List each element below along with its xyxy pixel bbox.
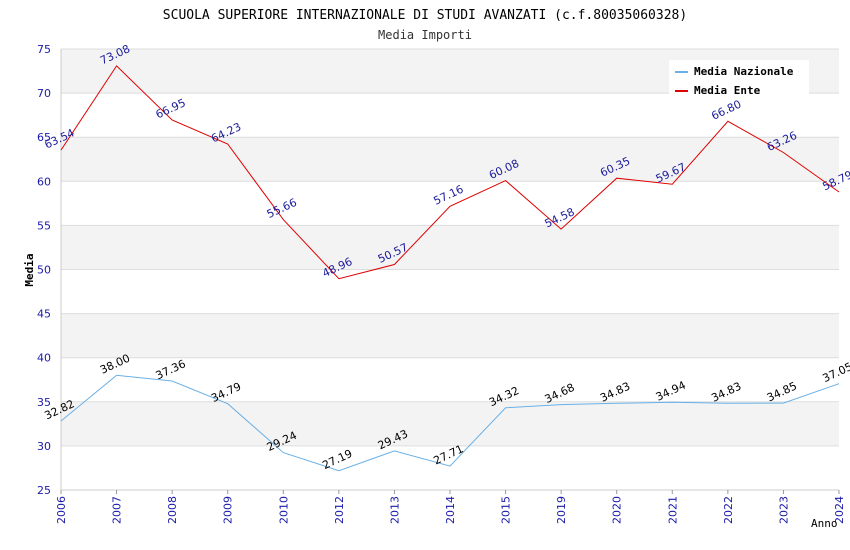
x-tick-label: 2010 xyxy=(277,496,290,524)
y-tick-label: 70 xyxy=(37,87,51,100)
y-tick-label: 55 xyxy=(37,219,51,232)
x-tick-label: 2012 xyxy=(333,496,346,524)
series-line-media-nazionale xyxy=(60,374,840,472)
plot-band xyxy=(61,225,839,270)
x-tick-label: 2015 xyxy=(500,496,513,524)
x-tick-label: 2013 xyxy=(388,496,401,524)
y-tick-label: 40 xyxy=(37,352,51,365)
x-tick-label: 2009 xyxy=(222,496,235,524)
y-axis-label: Media xyxy=(23,253,36,286)
legend-box xyxy=(669,60,809,98)
y-tick-label: 50 xyxy=(37,264,51,277)
x-tick-label: 2020 xyxy=(611,496,624,524)
x-tick-label: 2021 xyxy=(666,496,679,524)
y-tick-label: 25 xyxy=(37,484,51,497)
y-tick-label: 30 xyxy=(37,440,51,453)
y-tick-label: 45 xyxy=(37,308,51,321)
plot-band xyxy=(61,137,839,182)
plot-band xyxy=(61,401,839,446)
y-tick-label: 75 xyxy=(37,43,51,56)
y-tick-label: 60 xyxy=(37,175,51,188)
x-axis-ticks: 2006 2007 2008 2009 2010 2012 2013 2014 2015 2019… xyxy=(55,490,846,524)
y-tick-label: 35 xyxy=(37,396,51,409)
series-line-media-ente xyxy=(60,65,840,280)
plot-band xyxy=(61,93,839,138)
x-tick-label: 2006 xyxy=(55,496,68,524)
x-axis-label: Anno xyxy=(811,517,838,530)
x-tick-label: 2023 xyxy=(777,496,790,524)
chart-title: SCUOLA SUPERIORE INTERNAZIONALE DI STUDI… xyxy=(163,8,687,23)
x-tick-label: 2008 xyxy=(166,496,179,524)
chart-subtitle: Media Importi xyxy=(378,28,472,42)
x-tick-label: 2007 xyxy=(111,496,124,524)
x-tick-label: 2022 xyxy=(722,496,735,524)
legend-label-media-nazionale: Media Nazionale xyxy=(694,65,794,78)
x-tick-label: 2019 xyxy=(555,496,568,524)
plot-band xyxy=(61,313,839,358)
plot-background-bands xyxy=(61,49,839,490)
y-tick-label: 65 xyxy=(37,131,51,144)
legend: Media Nazionale Media Ente xyxy=(669,60,809,98)
x-tick-label: 2024 xyxy=(833,496,846,524)
plot-band xyxy=(61,445,839,490)
y-axis-ticks: 25 30 35 40 45 50 55 60 65 70 75 xyxy=(37,43,51,497)
plot-band xyxy=(61,181,839,226)
legend-label-media-ente: Media Ente xyxy=(694,84,761,97)
x-tick-label: 2014 xyxy=(444,496,457,524)
plot-band xyxy=(61,357,839,402)
plot-band xyxy=(61,269,839,314)
